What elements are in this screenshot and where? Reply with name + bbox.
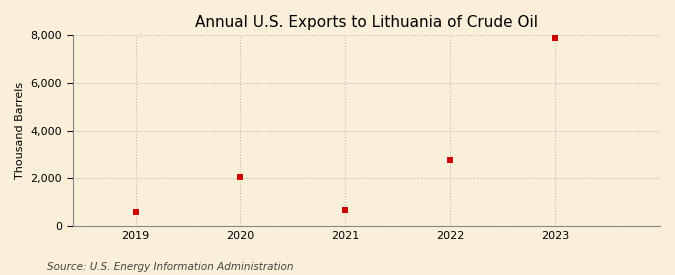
Title: Annual U.S. Exports to Lithuania of Crude Oil: Annual U.S. Exports to Lithuania of Crud… [195,15,538,30]
Y-axis label: Thousand Barrels: Thousand Barrels [15,82,25,179]
Text: Source: U.S. Energy Information Administration: Source: U.S. Energy Information Administ… [47,262,294,272]
